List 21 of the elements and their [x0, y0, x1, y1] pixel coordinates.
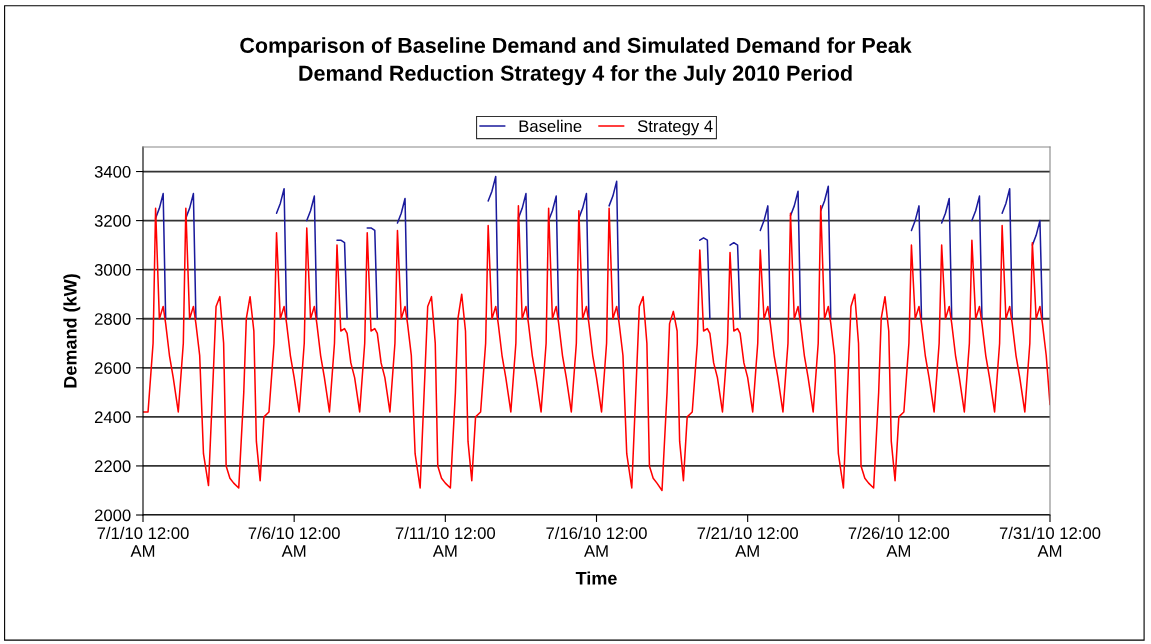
line-series — [143, 205, 1050, 492]
x-tick-label: 7/16/10 12:00 AM — [546, 526, 647, 557]
legend-label: Strategy 4 — [637, 120, 713, 136]
y-tick-label: 2800 — [94, 313, 131, 325]
x-tick-label: 7/26/10 12:00 AM — [848, 526, 950, 557]
legend-label: Baseline — [519, 119, 582, 133]
y-tick-label: 2000 — [94, 509, 131, 522]
y-axis-title: Demand (kW) — [63, 274, 81, 388]
y-tick-label: 2600 — [94, 362, 131, 374]
y-tick-label: 3000 — [94, 264, 131, 276]
y-tick-label: 3400 — [94, 165, 131, 178]
y-tick-label: 3200 — [94, 215, 131, 227]
x-tick-label: 7/6/10 12:00 AM — [248, 526, 340, 557]
y-tick-label: 2400 — [94, 411, 131, 424]
x-tick-label: 7/21/10 12:00 AM — [697, 526, 798, 557]
chart-title: Comparison of Baseline Demand and Simulated Demand for Peak Demand Reduction Strategy 4 for the July 2010 Period — [240, 37, 912, 86]
x-tick-label: 7/1/10 12:00 AM — [97, 526, 189, 557]
x-tick-label: 7/31/10 12:00 AM — [999, 526, 1101, 557]
x-axis-title: Time — [575, 571, 617, 585]
x-tick-label: 7/11/10 12:00 AM — [395, 526, 496, 557]
y-tick-label: 2200 — [94, 460, 131, 473]
